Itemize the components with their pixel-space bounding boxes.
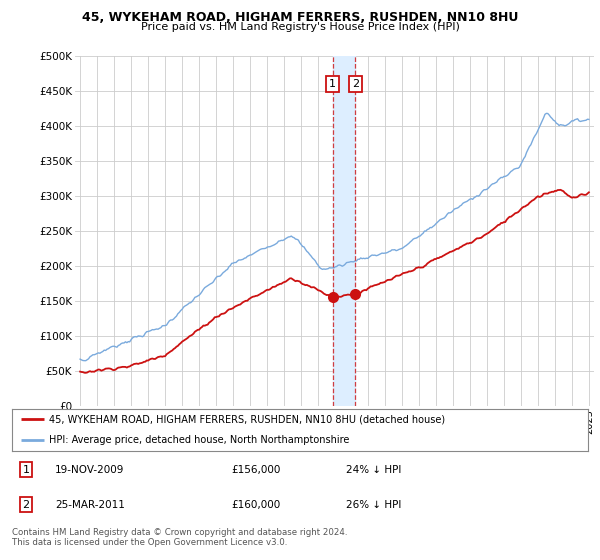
Text: 1: 1 [22, 465, 29, 475]
Text: 2: 2 [22, 500, 29, 510]
Text: £156,000: £156,000 [231, 465, 280, 475]
Text: 45, WYKEHAM ROAD, HIGHAM FERRERS, RUSHDEN, NN10 8HU: 45, WYKEHAM ROAD, HIGHAM FERRERS, RUSHDE… [82, 11, 518, 24]
Text: 25-MAR-2011: 25-MAR-2011 [55, 500, 125, 510]
Text: 26% ↓ HPI: 26% ↓ HPI [346, 500, 401, 510]
Bar [332, 56, 355, 406]
Text: 24% ↓ HPI: 24% ↓ HPI [346, 465, 401, 475]
Text: Contains HM Land Registry data © Crown copyright and database right 2024.
This d: Contains HM Land Registry data © Crown c… [12, 528, 347, 547]
Text: 19-NOV-2009: 19-NOV-2009 [55, 465, 125, 475]
Text: 2: 2 [352, 79, 359, 89]
Text: 1: 1 [329, 79, 336, 89]
Text: £160,000: £160,000 [231, 500, 280, 510]
Text: HPI: Average price, detached house, North Northamptonshire: HPI: Average price, detached house, Nort… [49, 435, 350, 445]
Text: Price paid vs. HM Land Registry's House Price Index (HPI): Price paid vs. HM Land Registry's House … [140, 22, 460, 32]
Text: 45, WYKEHAM ROAD, HIGHAM FERRERS, RUSHDEN, NN10 8HU (detached house): 45, WYKEHAM ROAD, HIGHAM FERRERS, RUSHDE… [49, 414, 446, 424]
